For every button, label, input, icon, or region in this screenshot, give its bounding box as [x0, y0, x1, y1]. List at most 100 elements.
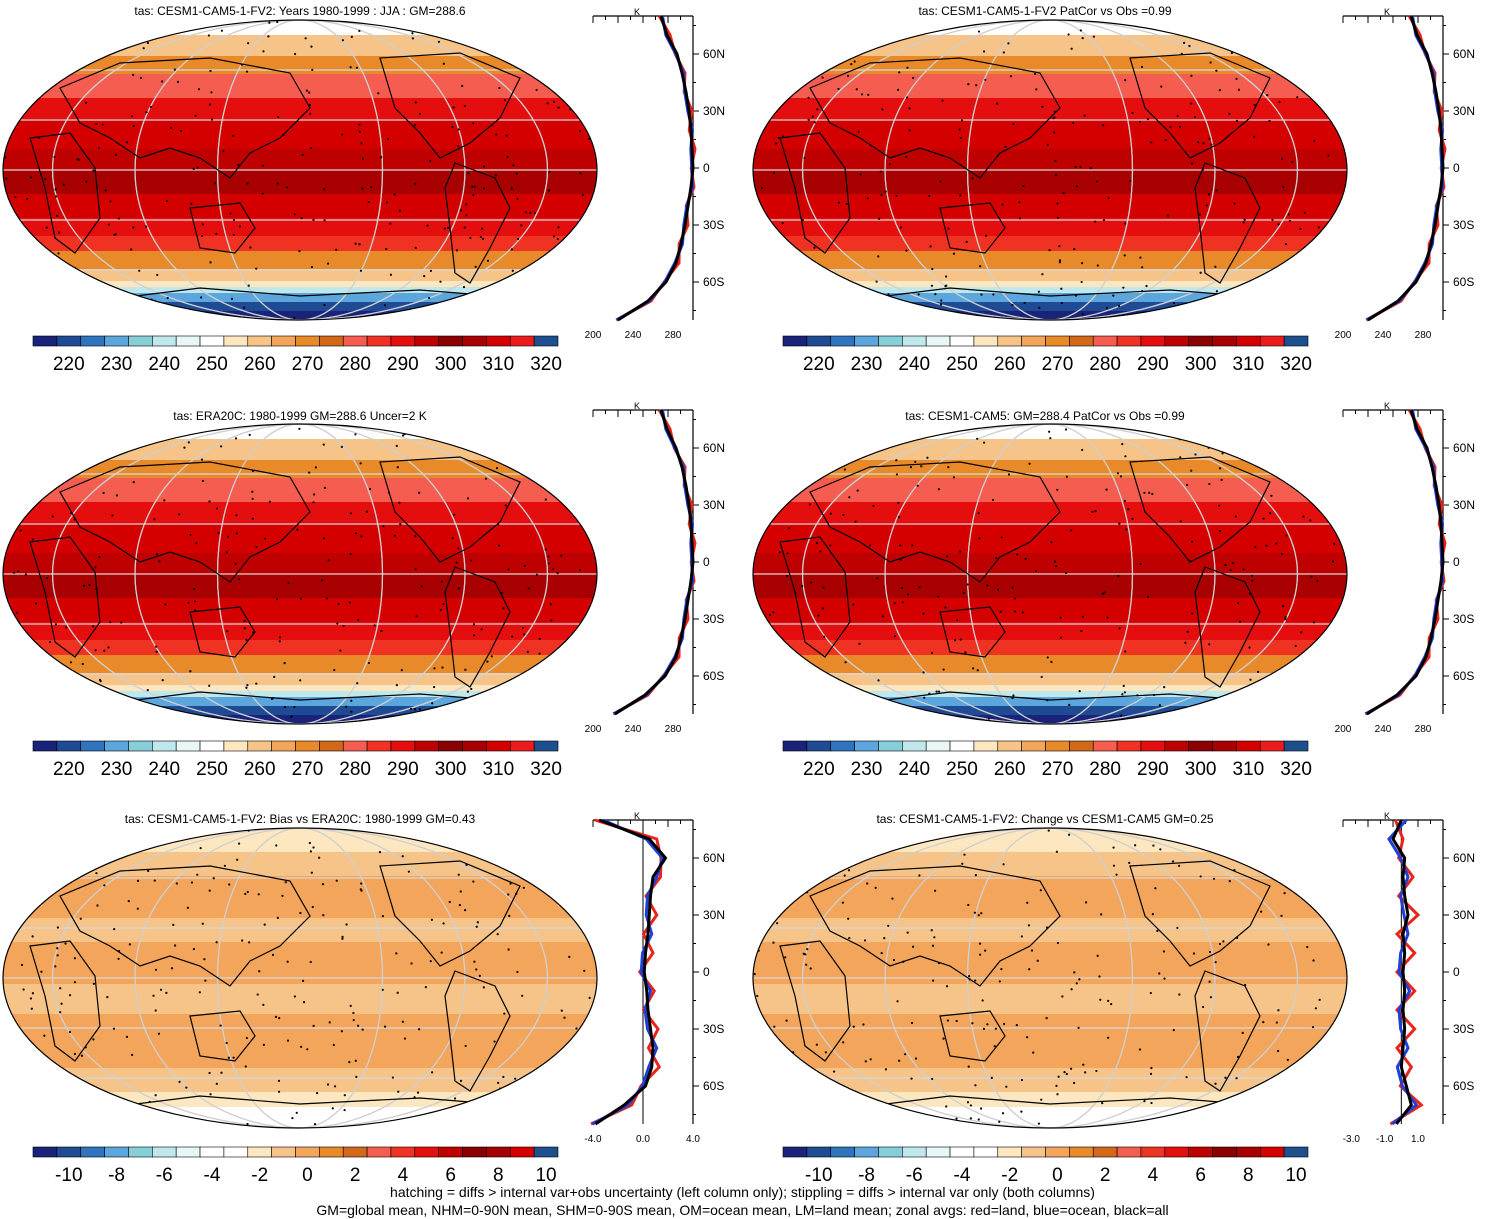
- stipple-dot: [1321, 480, 1324, 483]
- stipple-dot: [1253, 103, 1256, 107]
- stipple-dot: [1048, 249, 1051, 252]
- stipple-dot: [1107, 196, 1110, 200]
- stipple-dot: [784, 869, 787, 872]
- stipple-dot: [430, 918, 433, 921]
- stipple-dot: [88, 1118, 91, 1121]
- stipple-dot: [1083, 114, 1086, 117]
- stipple-dot: [517, 457, 520, 460]
- stipple-dot: [87, 845, 90, 848]
- colorbar-swatch: [1259, 335, 1285, 347]
- stipple-dot: [243, 620, 246, 623]
- coastline: [1194, 566, 1261, 688]
- stipple-dot: [1259, 38, 1262, 41]
- stipple-dot: [0, 999, 2, 1001]
- stipple-dot: [1257, 670, 1260, 673]
- stipple-dot: [458, 903, 461, 907]
- colorbar-swatch: [1116, 1146, 1142, 1158]
- stipple-dot: [169, 126, 173, 130]
- stipple-dot: [94, 566, 97, 569]
- lat-label: 60S: [703, 669, 724, 683]
- stipple-dot: [39, 1122, 42, 1125]
- stipple-dot: [899, 544, 902, 547]
- colorbar-swatch: [390, 740, 416, 752]
- stipple-dot: [829, 512, 832, 515]
- stipple-dot: [230, 297, 234, 300]
- stipple-dot: [910, 841, 914, 844]
- colorbar-swatch: [830, 335, 855, 347]
- coastline: [444, 162, 511, 284]
- stipple-dot: [103, 649, 106, 652]
- stipple-dot: [1124, 650, 1127, 653]
- stipple-dot: [355, 1075, 358, 1078]
- stipple-dot: [311, 68, 314, 71]
- stipple-dot: [1271, 451, 1274, 454]
- stipple-dot: [102, 436, 105, 440]
- stipple-dot: [794, 709, 797, 713]
- stipple-dot: [326, 1083, 330, 1086]
- stipple-dot: [4, 156, 7, 159]
- stipple-dot: [918, 874, 921, 877]
- colorbar-swatch: [1021, 740, 1046, 752]
- coastline: [189, 1010, 256, 1062]
- stipple-dot: [244, 1065, 247, 1068]
- stipple-dot: [508, 1106, 511, 1109]
- stipple-dot: [464, 909, 467, 912]
- stipple-dot: [968, 978, 971, 981]
- stipple-dot: [967, 1065, 970, 1068]
- stipple-dot: [785, 307, 788, 310]
- stipple-dot: [136, 879, 140, 882]
- stipple-dot: [763, 54, 766, 57]
- stipple-dot: [1025, 1036, 1029, 1039]
- panel-title-1: tas: CESM1-CAM5-1-FV2: Years 1980-1999 :…: [134, 4, 466, 18]
- stipple-dot: [299, 911, 302, 915]
- stipple-dot: [859, 173, 862, 176]
- stipple-dot: [897, 501, 900, 504]
- stipple-dot: [284, 881, 287, 884]
- stipple-dot: [560, 1009, 563, 1012]
- colorbar-swatch: [1092, 740, 1118, 752]
- stipple-dot: [463, 104, 466, 108]
- stipple-dot: [130, 1053, 134, 1056]
- stipple-dot: [960, 119, 964, 122]
- stipple-dot: [544, 498, 547, 501]
- stipple-dot: [1009, 75, 1013, 78]
- lat-label: 30N: [703, 908, 725, 922]
- stipple-dot: [883, 720, 886, 723]
- stipple-dot: [931, 979, 935, 982]
- colorbar-swatch: [1259, 740, 1285, 752]
- colorbar-swatch: [104, 335, 129, 347]
- stipple-dot: [881, 615, 884, 618]
- stipple-dot: [1071, 121, 1075, 125]
- stipple-dot: [196, 166, 199, 169]
- colorbar-label: 300: [435, 354, 467, 375]
- land-profile-line: [612, 409, 697, 716]
- stipple-dot: [1270, 309, 1274, 312]
- stipple-dot: [812, 668, 815, 671]
- stipple-dot: [154, 968, 158, 971]
- colorbar-label: 320: [1280, 759, 1312, 780]
- stipple-dot: [1300, 437, 1303, 441]
- stipple-dot: [473, 185, 476, 188]
- stipple-dot: [1208, 137, 1211, 140]
- stipple-dot: [293, 52, 297, 56]
- stipple-dot: [178, 513, 181, 516]
- stipple-dot: [98, 555, 101, 559]
- stipple-dot: [497, 1081, 500, 1084]
- stipple-dot: [931, 267, 934, 271]
- stipple-dot: [1228, 112, 1231, 115]
- stipple-dot: [869, 828, 872, 831]
- colorbar-swatch: [486, 740, 511, 752]
- stipple-dot: [1242, 702, 1245, 705]
- stipple-dot: [1194, 453, 1197, 456]
- color-band: [3, 74, 597, 99]
- stipple-dot: [439, 436, 442, 439]
- colorbar-label: -6: [906, 1165, 923, 1186]
- stipple-dot: [15, 611, 19, 614]
- stipple-dot: [208, 500, 211, 503]
- land-profile-line: [1365, 15, 1447, 322]
- stipple-dot: [928, 194, 931, 198]
- lat-label: 30S: [1453, 1022, 1474, 1036]
- stipple-dot: [1070, 988, 1073, 991]
- stipple-dot: [1075, 185, 1078, 188]
- colorbar-swatch: [1236, 740, 1261, 752]
